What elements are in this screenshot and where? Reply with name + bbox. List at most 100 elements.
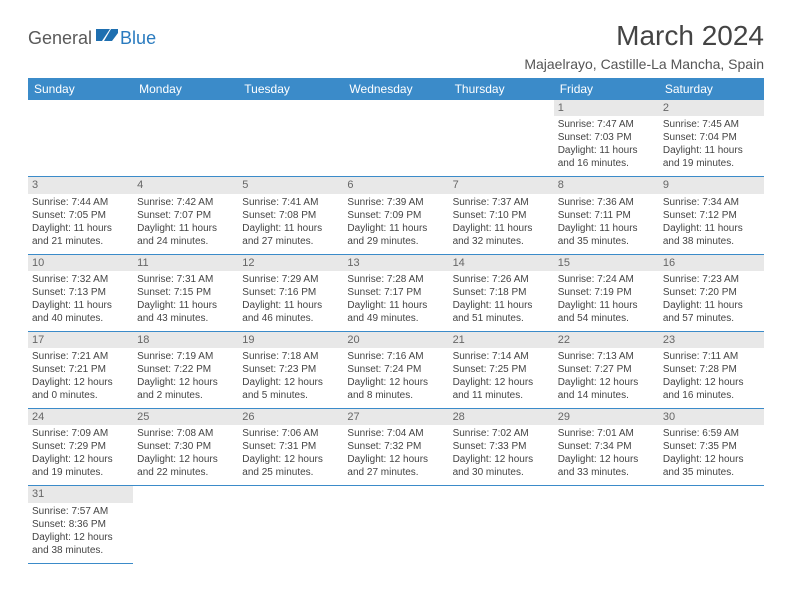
day-sr: Sunrise: 7:26 AM xyxy=(453,273,550,286)
day-dl: Daylight: 11 hours and 51 minutes. xyxy=(453,299,550,325)
calendar-cell: 14Sunrise: 7:26 AMSunset: 7:18 PMDayligh… xyxy=(449,254,554,331)
day-info: Sunrise: 7:47 AMSunset: 7:03 PMDaylight:… xyxy=(558,118,655,170)
calendar-header: SundayMondayTuesdayWednesdayThursdayFrid… xyxy=(28,78,764,100)
logo-text-general: General xyxy=(28,28,92,49)
day-info: Sunrise: 7:21 AMSunset: 7:21 PMDaylight:… xyxy=(32,350,129,402)
day-dl: Daylight: 12 hours and 2 minutes. xyxy=(137,376,234,402)
day-info: Sunrise: 7:57 AMSunset: 8:36 PMDaylight:… xyxy=(32,505,129,557)
day-dl: Daylight: 11 hours and 24 minutes. xyxy=(137,222,234,248)
day-dl: Daylight: 12 hours and 38 minutes. xyxy=(32,531,129,557)
day-sr: Sunrise: 7:32 AM xyxy=(32,273,129,286)
day-sr: Sunrise: 7:21 AM xyxy=(32,350,129,363)
day-number: 27 xyxy=(343,409,448,425)
day-sr: Sunrise: 7:44 AM xyxy=(32,196,129,209)
day-number: 23 xyxy=(659,332,764,348)
day-number: 18 xyxy=(133,332,238,348)
day-info: Sunrise: 7:02 AMSunset: 7:33 PMDaylight:… xyxy=(453,427,550,479)
calendar-cell: 21Sunrise: 7:14 AMSunset: 7:25 PMDayligh… xyxy=(449,331,554,408)
day-info: Sunrise: 7:29 AMSunset: 7:16 PMDaylight:… xyxy=(242,273,339,325)
day-ss: Sunset: 7:25 PM xyxy=(453,363,550,376)
day-number: 7 xyxy=(449,177,554,193)
location-label: Majaelrayo, Castille-La Mancha, Spain xyxy=(524,56,764,72)
day-ss: Sunset: 7:08 PM xyxy=(242,209,339,222)
day-dl: Daylight: 12 hours and 14 minutes. xyxy=(558,376,655,402)
day-dl: Daylight: 11 hours and 46 minutes. xyxy=(242,299,339,325)
day-number: 28 xyxy=(449,409,554,425)
day-ss: Sunset: 7:32 PM xyxy=(347,440,444,453)
day-sr: Sunrise: 7:09 AM xyxy=(32,427,129,440)
day-number: 5 xyxy=(238,177,343,193)
day-sr: Sunrise: 7:11 AM xyxy=(663,350,760,363)
day-dl: Daylight: 11 hours and 16 minutes. xyxy=(558,144,655,170)
day-info: Sunrise: 6:59 AMSunset: 7:35 PMDaylight:… xyxy=(663,427,760,479)
calendar-cell: 2Sunrise: 7:45 AMSunset: 7:04 PMDaylight… xyxy=(659,100,764,177)
calendar-cell: 4Sunrise: 7:42 AMSunset: 7:07 PMDaylight… xyxy=(133,177,238,254)
day-number: 12 xyxy=(238,255,343,271)
weekday-header: Sunday xyxy=(28,78,133,100)
day-sr: Sunrise: 7:31 AM xyxy=(137,273,234,286)
day-dl: Daylight: 12 hours and 35 minutes. xyxy=(663,453,760,479)
day-dl: Daylight: 11 hours and 32 minutes. xyxy=(453,222,550,248)
day-sr: Sunrise: 7:29 AM xyxy=(242,273,339,286)
calendar-cell-empty xyxy=(659,486,764,563)
calendar-row: 31 Sunrise: 7:57 AMSunset: 8:36 PMDayligh… xyxy=(28,486,764,563)
logo: General Blue xyxy=(28,20,156,49)
calendar-cell-empty xyxy=(449,486,554,563)
day-ss: Sunset: 7:07 PM xyxy=(137,209,234,222)
day-info: Sunrise: 7:34 AMSunset: 7:12 PMDaylight:… xyxy=(663,196,760,248)
day-sr: Sunrise: 7:47 AM xyxy=(558,118,655,131)
day-dl: Daylight: 12 hours and 27 minutes. xyxy=(347,453,444,479)
day-number: 26 xyxy=(238,409,343,425)
calendar-cell: 6 Sunrise: 7:39 AMSunset: 7:09 PMDaylight… xyxy=(343,177,448,254)
day-dl: Daylight: 12 hours and 8 minutes. xyxy=(347,376,444,402)
day-number: 1 xyxy=(554,100,659,116)
day-sr: Sunrise: 7:41 AM xyxy=(242,196,339,209)
calendar-cell: 5Sunrise: 7:41 AMSunset: 7:08 PMDaylight… xyxy=(238,177,343,254)
day-ss: Sunset: 7:12 PM xyxy=(663,209,760,222)
day-sr: Sunrise: 7:57 AM xyxy=(32,505,129,518)
day-number: 8 xyxy=(554,177,659,193)
day-number: 31 xyxy=(28,486,133,502)
day-ss: Sunset: 7:10 PM xyxy=(453,209,550,222)
day-dl: Daylight: 12 hours and 16 minutes. xyxy=(663,376,760,402)
day-number: 11 xyxy=(133,255,238,271)
day-sr: Sunrise: 7:28 AM xyxy=(347,273,444,286)
day-info: Sunrise: 7:31 AMSunset: 7:15 PMDaylight:… xyxy=(137,273,234,325)
day-dl: Daylight: 12 hours and 11 minutes. xyxy=(453,376,550,402)
day-number: 6 xyxy=(343,177,448,193)
calendar-cell: 12 Sunrise: 7:29 AMSunset: 7:16 PMDayligh… xyxy=(238,254,343,331)
calendar-cell-empty xyxy=(343,100,448,177)
day-sr: Sunrise: 7:01 AM xyxy=(558,427,655,440)
calendar-cell: 11 Sunrise: 7:31 AMSunset: 7:15 PMDayligh… xyxy=(133,254,238,331)
calendar-cell: 18Sunrise: 7:19 AMSunset: 7:22 PMDayligh… xyxy=(133,331,238,408)
day-info: Sunrise: 7:39 AMSunset: 7:09 PMDaylight:… xyxy=(347,196,444,248)
day-ss: Sunset: 7:21 PM xyxy=(32,363,129,376)
day-dl: Daylight: 11 hours and 29 minutes. xyxy=(347,222,444,248)
day-sr: Sunrise: 7:23 AM xyxy=(663,273,760,286)
day-sr: Sunrise: 7:34 AM xyxy=(663,196,760,209)
day-dl: Daylight: 11 hours and 57 minutes. xyxy=(663,299,760,325)
flag-icon xyxy=(96,27,118,43)
day-sr: Sunrise: 7:36 AM xyxy=(558,196,655,209)
day-ss: Sunset: 7:20 PM xyxy=(663,286,760,299)
calendar-row: 17Sunrise: 7:21 AMSunset: 7:21 PMDayligh… xyxy=(28,331,764,408)
day-info: Sunrise: 7:44 AMSunset: 7:05 PMDaylight:… xyxy=(32,196,129,248)
day-sr: Sunrise: 6:59 AM xyxy=(663,427,760,440)
day-ss: Sunset: 7:30 PM xyxy=(137,440,234,453)
day-info: Sunrise: 7:04 AMSunset: 7:32 PMDaylight:… xyxy=(347,427,444,479)
day-info: Sunrise: 7:36 AMSunset: 7:11 PMDaylight:… xyxy=(558,196,655,248)
day-number: 29 xyxy=(554,409,659,425)
day-sr: Sunrise: 7:45 AM xyxy=(663,118,760,131)
day-number: 13 xyxy=(343,255,448,271)
calendar-cell-empty xyxy=(238,100,343,177)
calendar-row: 24Sunrise: 7:09 AMSunset: 7:29 PMDayligh… xyxy=(28,409,764,486)
day-info: Sunrise: 7:16 AMSunset: 7:24 PMDaylight:… xyxy=(347,350,444,402)
day-ss: Sunset: 7:17 PM xyxy=(347,286,444,299)
day-info: Sunrise: 7:24 AMSunset: 7:19 PMDaylight:… xyxy=(558,273,655,325)
day-dl: Daylight: 11 hours and 21 minutes. xyxy=(32,222,129,248)
day-info: Sunrise: 7:26 AMSunset: 7:18 PMDaylight:… xyxy=(453,273,550,325)
calendar-cell: 30Sunrise: 6:59 AMSunset: 7:35 PMDayligh… xyxy=(659,409,764,486)
weekday-header: Monday xyxy=(133,78,238,100)
calendar-cell: 29Sunrise: 7:01 AMSunset: 7:34 PMDayligh… xyxy=(554,409,659,486)
weekday-header: Wednesday xyxy=(343,78,448,100)
